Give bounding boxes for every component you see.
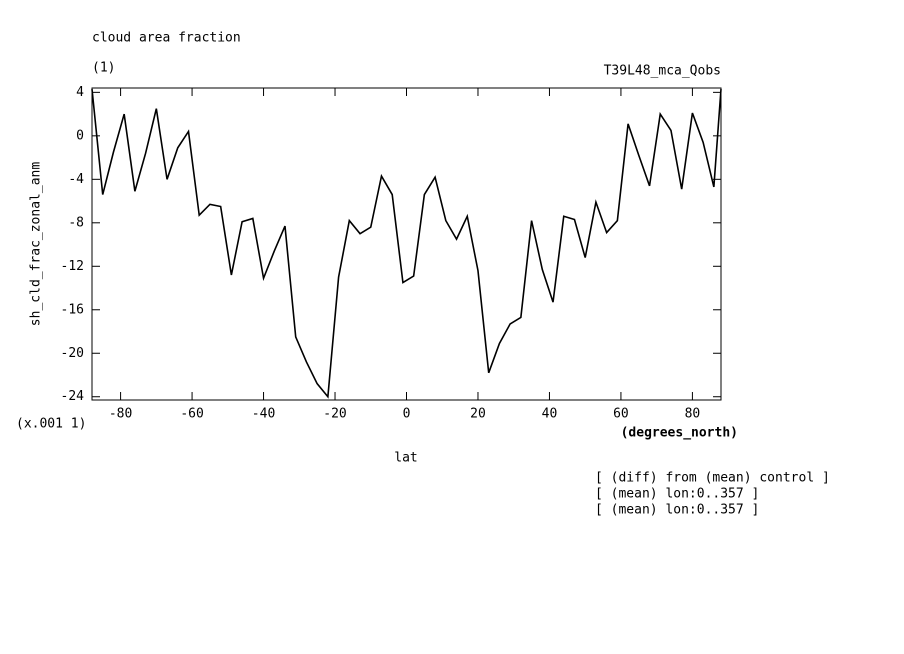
- x-axis-label: lat: [394, 451, 417, 466]
- x-tick-label: -40: [252, 407, 275, 422]
- x-tick-label: -80: [109, 407, 132, 422]
- y-tick-label: -4: [68, 172, 84, 187]
- y-tick-label: 4: [76, 85, 84, 100]
- subtitle: (1): [92, 61, 115, 76]
- y-axis-label: sh_cld_frac_zonal_anm: [29, 162, 44, 327]
- x-tick-label: 60: [613, 407, 629, 422]
- y-tick-label: -24: [61, 389, 85, 404]
- note: [ (diff) from (mean) control ]: [595, 471, 830, 486]
- x-tick-label: -20: [323, 407, 346, 422]
- x-units: (degrees_north): [621, 426, 738, 441]
- x-tick-label: 80: [685, 407, 701, 422]
- data-line: [91, 89, 722, 399]
- y-tick-label: -20: [61, 346, 84, 361]
- x-tick-label: -60: [180, 407, 203, 422]
- y-tick-label: -8: [68, 215, 84, 230]
- y-units: (x.001 1): [16, 417, 86, 432]
- dataset: T39L48_mca_Qobs: [604, 64, 721, 79]
- y-tick-label: -16: [61, 302, 84, 317]
- note: [ (mean) lon:0..357 ]: [595, 487, 759, 502]
- x-tick-label: 20: [470, 407, 486, 422]
- y-tick-label: -12: [61, 259, 84, 274]
- x-tick-label: 0: [403, 407, 411, 422]
- x-tick-label: 40: [542, 407, 558, 422]
- y-tick-label: 0: [76, 128, 84, 143]
- note: [ (mean) lon:0..357 ]: [595, 503, 759, 518]
- chart-title: cloud area fraction: [92, 31, 241, 46]
